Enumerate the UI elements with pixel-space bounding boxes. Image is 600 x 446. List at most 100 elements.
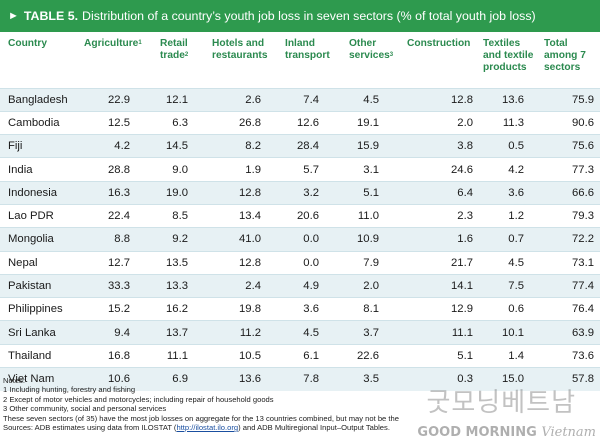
column-header-label: Hotels and restaurants	[212, 38, 268, 61]
value-cell: 41.0	[208, 227, 281, 252]
value-cell: 12.5	[80, 110, 156, 135]
value-cell: 6.4	[403, 180, 479, 205]
value-cell: 2.4	[208, 273, 281, 298]
value-cell: 15.2	[80, 297, 156, 321]
value-cell: 4.5	[479, 250, 540, 275]
value-cell: 5.1	[345, 180, 403, 205]
value-cell: 19.1	[345, 110, 403, 135]
column-header: Textiles and textile products	[479, 32, 540, 88]
value-cell: 2.0	[403, 110, 479, 135]
value-cell: 24.6	[403, 157, 479, 182]
value-cell: 0.7	[479, 227, 540, 252]
watermark-korean: 굿모닝베트남	[426, 388, 576, 418]
table-notes: Notes: 1 Including hunting, forestry and…	[3, 376, 600, 432]
table-row: Bangladesh 22.9 12.1 2.6 7.4 4.5 12.8 13.6 75.9	[0, 87, 600, 112]
value-cell: 66.6	[540, 180, 600, 205]
value-cell: 6.9	[156, 367, 208, 391]
table-row: Viet Nam 10.6 6.9 13.6 7.8 3.5 0.3 15.0 57.8	[0, 367, 600, 391]
value-cell: 11.3	[479, 110, 540, 135]
value-cell: 22.4	[80, 203, 156, 228]
value-cell: 12.8	[208, 180, 281, 205]
title-arrow-icon: ►	[8, 10, 19, 22]
footnote-marker: 3	[389, 52, 394, 58]
value-cell: 19.0	[156, 180, 208, 205]
value-cell: 79.3	[540, 203, 600, 228]
table-title: Distribution of a country’s youth job lo…	[82, 9, 536, 23]
value-cell: 7.4	[281, 87, 345, 112]
value-cell: 2.0	[345, 273, 403, 298]
source-link[interactable]: http://ilostat.ilo.org	[176, 423, 239, 433]
country-cell: Lao PDR	[0, 203, 80, 228]
table-title-bar: ► TABLE 5. Distribution of a country’s y…	[0, 0, 600, 32]
country-cell: Bangladesh	[0, 87, 80, 112]
value-cell: 12.1	[156, 87, 208, 112]
value-cell: 9.2	[156, 227, 208, 252]
value-cell: 19.8	[208, 297, 281, 321]
value-cell: 7.5	[479, 273, 540, 298]
value-cell: 3.6	[281, 297, 345, 321]
column-header: Retail trade2	[156, 32, 208, 88]
value-cell: 5.1	[403, 343, 479, 368]
value-cell: 3.8	[403, 134, 479, 158]
value-cell: 11.1	[156, 343, 208, 368]
value-cell: 22.9	[80, 87, 156, 112]
value-cell: 0.6	[479, 297, 540, 321]
value-cell: 73.1	[540, 250, 600, 275]
footnote-marker: 1	[138, 40, 142, 46]
value-cell: 90.6	[540, 110, 600, 135]
data-table-container: Country Agriculture1 Retail trade2 Hotels a…	[0, 32, 600, 391]
value-cell: 13.5	[156, 250, 208, 275]
value-cell: 21.7	[403, 250, 479, 275]
value-cell: 16.8	[80, 343, 156, 368]
value-cell: 15.0	[479, 367, 540, 391]
value-cell: 13.3	[156, 273, 208, 298]
value-cell: 5.7	[281, 157, 345, 182]
source-prefix: Sources: ADB estimates using data from I…	[3, 423, 177, 433]
column-header: Inland transport	[281, 32, 345, 88]
value-cell: 20.6	[281, 203, 345, 228]
value-cell: 8.1	[345, 297, 403, 321]
value-cell: 7.8	[281, 367, 345, 391]
value-cell: 11.1	[403, 320, 479, 345]
table-row: Cambodia 12.5 6.3 26.8 12.6 19.1 2.0 11.3 90.6	[0, 110, 600, 135]
value-cell: 16.3	[80, 180, 156, 205]
watermark-logo: 굿모닝베트남 GOOD MORNING Vietnam	[417, 382, 596, 442]
country-cell: Sri Lanka	[0, 320, 80, 345]
notes-heading: Notes:	[3, 376, 25, 385]
column-header-label: Construction	[407, 38, 471, 49]
value-cell: 12.6	[281, 110, 345, 135]
value-cell: 76.4	[540, 297, 600, 321]
value-cell: 75.6	[540, 134, 600, 158]
value-cell: 6.3	[156, 110, 208, 135]
value-cell: 11.2	[208, 320, 281, 345]
value-cell: 12.8	[403, 87, 479, 112]
column-header-label: Country	[8, 38, 48, 49]
country-cell: Indonesia	[0, 180, 80, 205]
country-cell: Philippines	[0, 297, 80, 321]
data-table: Country Agriculture1 Retail trade2 Hotels a…	[0, 32, 600, 391]
country-cell: Mongolia	[0, 227, 80, 252]
watermark-english-italic: Vietnam	[541, 425, 596, 440]
country-cell: Thailand	[0, 343, 80, 368]
value-cell: 12.7	[80, 250, 156, 275]
value-cell: 16.2	[156, 297, 208, 321]
value-cell: 8.2	[208, 134, 281, 158]
value-cell: 0.5	[479, 134, 540, 158]
value-cell: 3.5	[345, 367, 403, 391]
value-cell: 2.6	[208, 87, 281, 112]
value-cell: 1.6	[403, 227, 479, 252]
value-cell: 12.9	[403, 297, 479, 321]
value-cell: 13.4	[208, 203, 281, 228]
value-cell: 8.8	[80, 227, 156, 252]
value-cell: 1.4	[479, 343, 540, 368]
value-cell: 9.4	[80, 320, 156, 345]
table-row: Pakistan 33.3 13.3 2.4 4.9 2.0 14.1 7.5 77.4	[0, 273, 600, 298]
value-cell: 10.9	[345, 227, 403, 252]
note-line: These seven sectors (of 35) have the mos…	[3, 413, 399, 423]
value-cell: 63.9	[540, 320, 600, 345]
value-cell: 3.2	[281, 180, 345, 205]
value-cell: 0.0	[281, 250, 345, 275]
value-cell: 9.0	[156, 157, 208, 182]
column-header: Construction	[403, 32, 479, 88]
table-row: Thailand 16.8 11.1 10.5 6.1 22.6 5.1 1.4 73.6	[0, 343, 600, 368]
